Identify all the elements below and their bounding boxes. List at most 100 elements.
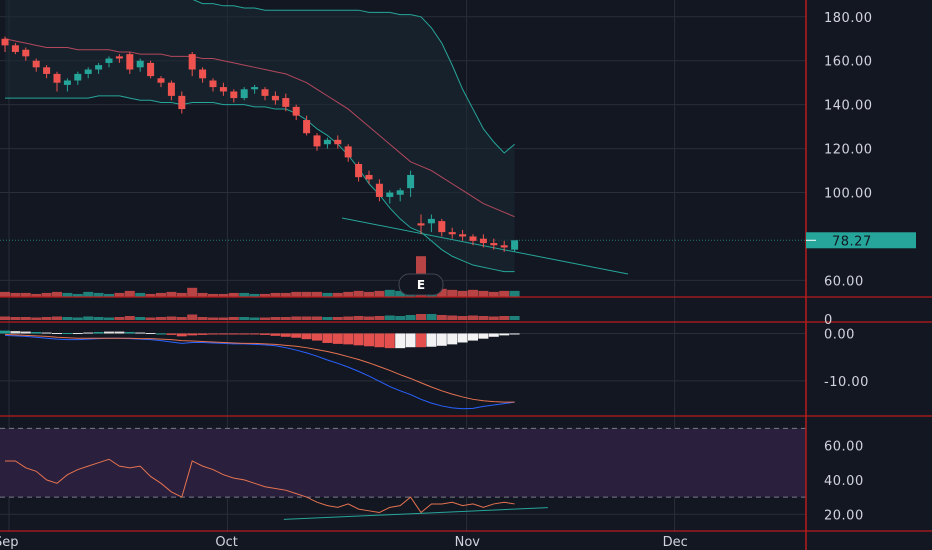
axis-tick-label: 100.00 [824, 187, 873, 202]
candle-body [199, 69, 207, 79]
macd-histogram-bar [41, 332, 52, 334]
volume-bar [93, 317, 104, 320]
axis-tick-label: 120.00 [824, 143, 873, 158]
candle-body [490, 243, 498, 246]
axis-tick-label: 160.00 [824, 55, 873, 70]
macd-histogram-bar [62, 333, 73, 334]
volume-bar [499, 290, 510, 297]
volume-bar [291, 291, 302, 297]
volume-bar [145, 293, 156, 297]
candle-body [334, 139, 342, 145]
candle-body [459, 234, 467, 237]
volume-bar [332, 292, 343, 297]
macd-histogram-bar [145, 333, 156, 334]
volume-bar [197, 292, 208, 297]
axis-tick-label: 180.00 [824, 11, 873, 26]
axis-tick-label: 0.00 [824, 327, 855, 342]
volume-bar [114, 292, 125, 297]
candle-body [511, 240, 519, 250]
price-axis[interactable]: 180.00 160.00 140.00 120.00 100.00 60.00 00.00… [806, 11, 916, 523]
macd-histogram-bar [457, 333, 468, 343]
macd-histogram-bar [228, 333, 239, 335]
macd-histogram-bar [343, 333, 354, 345]
rsi-pane[interactable] [5, 458, 548, 520]
volume-bar [509, 290, 520, 297]
time-axis-label: Sep [0, 535, 19, 550]
volume-bar [52, 316, 62, 320]
volume-bar [41, 292, 52, 297]
volume-bar [426, 314, 437, 320]
volume-bar [270, 292, 281, 297]
candle-body [438, 221, 446, 233]
macd-histogram-bar [218, 333, 229, 335]
volume-bar [10, 292, 21, 297]
axis-tick-label: 20.00 [824, 508, 864, 523]
candle-body [396, 190, 404, 195]
volume-bar [416, 314, 426, 320]
axis-tick-label: -10.00 [824, 375, 869, 390]
volume-bar [478, 290, 489, 297]
time-axis[interactable]: Sep Oct Nov Dec [0, 535, 688, 550]
axis-tick-label: 60.00 [824, 274, 864, 289]
volume-bar [291, 316, 302, 320]
volume-bar [447, 289, 458, 297]
volume-bar [343, 291, 354, 297]
candle-body [115, 56, 123, 59]
macd-line [4, 334, 515, 410]
candle-body [282, 98, 290, 107]
macd-histogram-bar [436, 333, 447, 346]
candle-body [365, 174, 373, 180]
volume-bar [364, 316, 374, 320]
macd-histogram-bar [384, 333, 395, 349]
bollinger-upper-line [192, 0, 515, 154]
volume-bar [135, 292, 146, 297]
macd-histogram-bar [0, 330, 10, 334]
macd-histogram-bar [187, 333, 198, 336]
volume-bar [374, 316, 385, 320]
candle-body [344, 146, 352, 158]
volume-bar [322, 292, 333, 297]
candle-body [271, 95, 279, 101]
macd-histogram-bar [488, 333, 499, 337]
macd-histogram-bar [499, 333, 510, 336]
macd-histogram-bar [291, 333, 302, 338]
candle-body [407, 174, 415, 189]
candle-body [323, 139, 331, 145]
volume-bar [218, 293, 229, 297]
macd-pane[interactable] [0, 330, 520, 410]
candle-body [63, 80, 71, 85]
macd-histogram-bar [52, 333, 62, 334]
volume-bar [83, 291, 94, 297]
candle-body [313, 135, 321, 147]
candle-body [84, 69, 92, 74]
candle-body [500, 245, 508, 248]
axis-tick-label: 0 [824, 313, 833, 328]
macd-histogram-bar [260, 333, 270, 335]
candle-body [355, 163, 363, 178]
time-axis-label: Oct [215, 535, 237, 550]
volume-bar [187, 287, 198, 297]
volume-bar [364, 291, 374, 297]
candle-body [147, 62, 155, 77]
volume-bar [301, 291, 312, 297]
volume-bar [312, 291, 322, 297]
volume-bar [104, 317, 114, 320]
candle-body [303, 120, 311, 134]
macd-histogram-bar [280, 333, 291, 337]
macd-histogram-bar [426, 333, 437, 347]
volume-bar [353, 316, 364, 320]
volume-pane: E [0, 256, 520, 320]
volume-bar [447, 315, 458, 320]
axis-tick-label: 140.00 [824, 99, 873, 114]
volume-bar [176, 292, 187, 297]
volume-bar [343, 316, 354, 320]
time-axis-label: Nov [455, 535, 481, 550]
volume-bar [312, 316, 322, 320]
bollinger-lower-line [5, 95, 515, 273]
volume-bar [488, 316, 499, 320]
price-pane[interactable] [1, 0, 629, 275]
volume-bar [114, 317, 125, 320]
candle-body [188, 54, 196, 70]
